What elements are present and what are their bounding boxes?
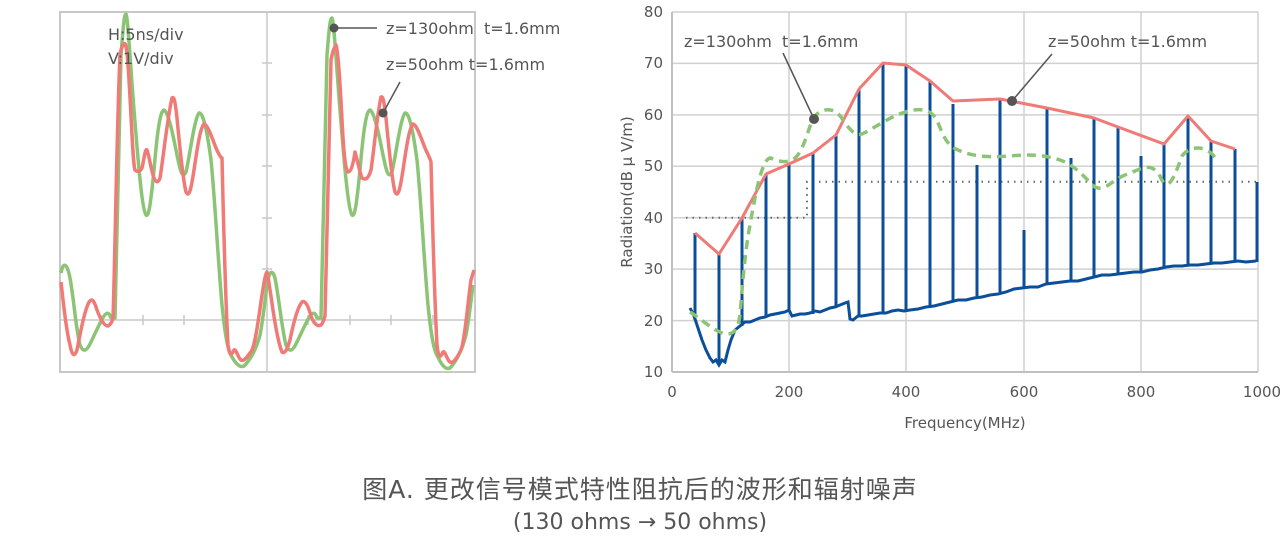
spectrum-callout-130-marker: [809, 114, 819, 124]
svg-text:40: 40: [644, 209, 663, 227]
waveform-trace-z50: [59, 41, 476, 365]
figure-caption-subtitle: (130 ohms → 50 ohms): [512, 510, 768, 535]
svg-text:80: 80: [644, 3, 663, 21]
waveform-callout-50-marker: [378, 108, 388, 118]
spectrum-x-label: Frequency(MHz): [904, 414, 1025, 432]
spectrum-chart: 80 70 60 50 40 30 20 10 0 200 400 600 80…: [618, 3, 1280, 432]
svg-text:10: 10: [644, 363, 663, 381]
waveform-setting-h: H:5ns/div: [108, 25, 184, 44]
spectrum-y-ticks: 80 70 60 50 40 30 20 10: [644, 3, 663, 381]
figure-caption-title: 图A. 更改信号模式特性阻抗后的波形和辐射噪声: [362, 475, 918, 504]
waveform-callout-130-marker: [329, 23, 339, 33]
svg-text:400: 400: [892, 383, 921, 401]
svg-text:0: 0: [667, 383, 677, 401]
spectrum-callout-130-label: z=130ohm t=1.6mm: [684, 32, 858, 51]
spectrum-x-ticks: 0 200 400 600 800 1000: [667, 383, 1280, 401]
svg-text:200: 200: [775, 383, 804, 401]
spectrum-callout-50-leader: [1011, 53, 1053, 102]
svg-text:60: 60: [644, 106, 663, 124]
spectrum-callout-130-leader: [782, 52, 815, 120]
waveform-chart: H:5ns/div V:1V/div z=130ohm t=1.6mm z=50…: [59, 11, 560, 373]
spectrum-grid: [672, 11, 1259, 372]
waveform-setting-v: V:1V/div: [108, 49, 174, 68]
spectrum-limit-line: [686, 180, 1256, 219]
svg-text:70: 70: [644, 54, 663, 72]
spectrum-axes: [671, 12, 1258, 373]
spectrum-callout-50-label: z=50ohm t=1.6mm: [1048, 32, 1207, 51]
spectrum-y-label: Radiation(dB μ V/m): [618, 116, 636, 267]
spectrum-envelope-z50: [694, 61, 1236, 256]
waveform-ticks: [100, 62, 434, 325]
spectrum-harmonic-spikes: [693, 63, 1259, 365]
svg-text:600: 600: [1010, 383, 1039, 401]
svg-text:50: 50: [644, 157, 663, 175]
svg-text:20: 20: [644, 312, 663, 330]
waveform-callout-50-label: z=50ohm t=1.6mm: [386, 55, 545, 74]
waveform-callout-50-leader: [382, 81, 401, 114]
spectrum-envelope-z130: [689, 107, 1220, 336]
svg-text:800: 800: [1127, 383, 1156, 401]
svg-text:30: 30: [644, 260, 663, 278]
spectrum-noise-floor: [688, 259, 1257, 368]
svg-text:1000: 1000: [1243, 383, 1280, 401]
waveform-callout-130-label: z=130ohm t=1.6mm: [386, 19, 560, 38]
spectrum-callout-50-marker: [1007, 96, 1017, 106]
